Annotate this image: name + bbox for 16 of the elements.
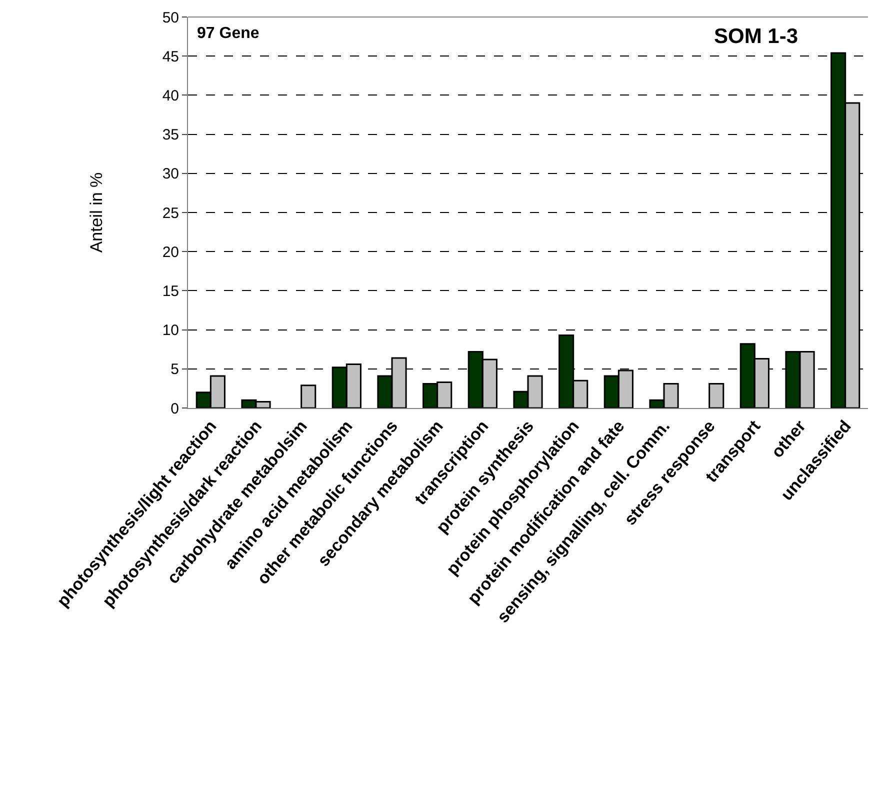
y-tick-label: 0	[170, 400, 179, 418]
y-tick-label: 35	[162, 126, 179, 144]
y-tick-label: 40	[162, 87, 179, 104]
bar	[708, 383, 724, 408]
y-tick-label: 30	[162, 166, 179, 183]
y-tick-label: 45	[162, 48, 179, 66]
y-tick-label: 10	[162, 322, 179, 340]
y-tick-label: 20	[162, 244, 179, 261]
bar	[300, 384, 316, 408]
y-tick-label: 5	[170, 361, 179, 378]
y-tick-label: 25	[162, 204, 179, 222]
annotation: 97 Gene	[197, 25, 260, 42]
y-axis-title: Anteil in %	[86, 172, 106, 253]
annotation: SOM 1-3	[714, 25, 798, 48]
y-tick-label: 15	[162, 282, 179, 300]
y-tick-label: 50	[162, 9, 179, 26]
